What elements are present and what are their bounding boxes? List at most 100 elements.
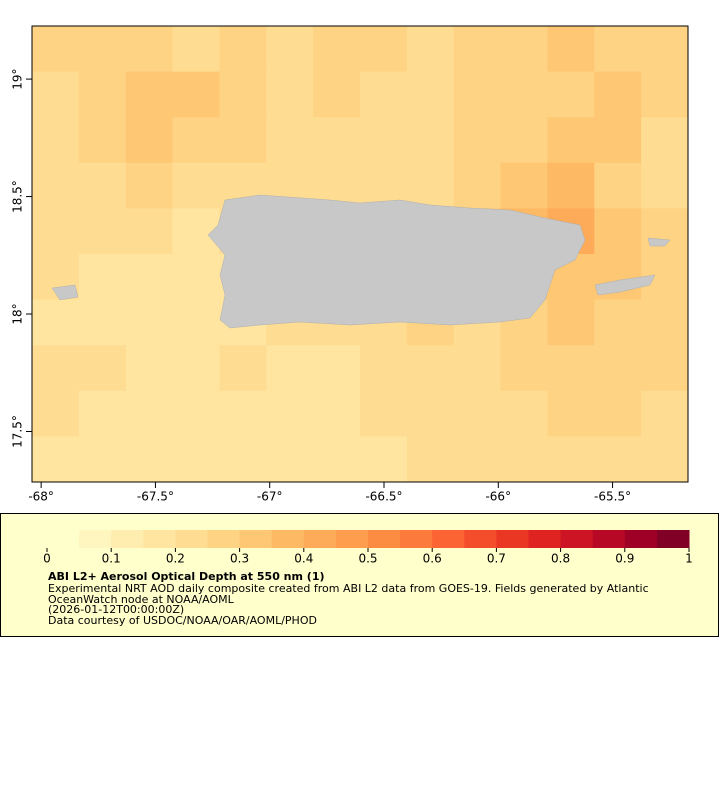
aod-cell bbox=[453, 26, 502, 73]
colorbar-swatch bbox=[239, 530, 273, 548]
aod-cell bbox=[125, 436, 174, 483]
colorbar-tick-label: 0.8 bbox=[551, 552, 570, 566]
aod-cell bbox=[641, 390, 689, 437]
colorbar-swatch bbox=[464, 530, 497, 548]
x-tick-label: -66° bbox=[485, 490, 511, 504]
aod-cell bbox=[547, 390, 595, 437]
aod-cell bbox=[78, 71, 127, 118]
aod-cell bbox=[594, 208, 642, 255]
aod-cell bbox=[219, 117, 267, 164]
aod-cell bbox=[360, 345, 408, 392]
aod-cell bbox=[78, 208, 127, 255]
aod-cell bbox=[32, 26, 80, 73]
colorbar-swatch bbox=[560, 530, 594, 548]
aod-cell bbox=[172, 117, 220, 164]
aod-cell bbox=[125, 71, 174, 118]
aod-cell bbox=[500, 162, 548, 209]
colorbar-swatch bbox=[335, 530, 369, 548]
colorbar-swatch bbox=[271, 530, 305, 548]
aod-cell bbox=[547, 26, 595, 73]
land bbox=[51, 194, 671, 329]
aod-cell bbox=[125, 162, 174, 209]
aod-cell bbox=[313, 390, 361, 437]
aod-cell bbox=[547, 436, 595, 483]
plot-frame bbox=[31, 25, 689, 483]
aod-cell bbox=[547, 117, 595, 164]
aod-cell bbox=[641, 162, 689, 209]
colorbar-swatch bbox=[303, 530, 337, 548]
aod-cell bbox=[594, 345, 642, 392]
colorbar-swatch bbox=[175, 530, 208, 548]
colorbar-tick-label: 0.2 bbox=[166, 552, 185, 566]
aod-cell bbox=[453, 71, 502, 118]
aod-cell bbox=[406, 26, 455, 73]
aod-cell bbox=[360, 390, 408, 437]
colorbar-swatch bbox=[624, 530, 658, 548]
aod-cell bbox=[500, 71, 548, 118]
colorbar-tick-label: 0.1 bbox=[102, 552, 121, 566]
aod-cell bbox=[78, 26, 127, 73]
colorbar-tick-label: 0.3 bbox=[230, 552, 249, 566]
aod-cell bbox=[313, 117, 361, 164]
aod-cell bbox=[125, 299, 174, 346]
aod-cell bbox=[453, 117, 502, 164]
x-tick-label: -67.5° bbox=[137, 490, 174, 504]
legend-line: OceanWatch node at NOAA/AOML bbox=[48, 593, 235, 606]
aod-cell bbox=[266, 345, 314, 392]
x-tick-label: -66.5° bbox=[365, 490, 402, 504]
aod-cell bbox=[313, 26, 361, 73]
y-tick-label: 19° bbox=[11, 68, 25, 89]
colorbar-tick-label: 0.9 bbox=[615, 552, 634, 566]
aod-cell bbox=[32, 162, 80, 209]
aod-cell bbox=[125, 254, 174, 301]
colorbar-swatch bbox=[111, 530, 144, 548]
aod-cell bbox=[125, 26, 174, 73]
aod-cell bbox=[641, 345, 689, 392]
x-tick-label: -67° bbox=[257, 490, 283, 504]
legend-title: ABI L2+ Aerosol Optical Depth at 550 nm … bbox=[48, 570, 325, 583]
legend-line: (2026-01-12T00:00:00Z) bbox=[48, 603, 184, 616]
aod-cell bbox=[641, 26, 689, 73]
aod-cell bbox=[125, 390, 174, 437]
aod-cell bbox=[500, 117, 548, 164]
aod-cell bbox=[406, 117, 455, 164]
aod-cell bbox=[266, 26, 314, 73]
aod-cell bbox=[594, 390, 642, 437]
puerto-rico bbox=[207, 194, 586, 329]
colorbar-tick-label: 0.4 bbox=[294, 552, 313, 566]
aod-cell bbox=[78, 436, 127, 483]
colorbar-tick-label: 0 bbox=[43, 552, 51, 566]
y-tick-label: 18° bbox=[11, 303, 25, 324]
colorbar-tick-label: 1 bbox=[685, 552, 693, 566]
colorbar-swatch bbox=[656, 530, 690, 548]
vieques bbox=[594, 274, 656, 296]
aod-cell bbox=[406, 436, 455, 483]
colorbar-tick-label: 0.6 bbox=[423, 552, 442, 566]
aod-cell bbox=[594, 162, 642, 209]
aod-cell bbox=[219, 390, 267, 437]
aod-cell bbox=[594, 436, 642, 483]
aod-cell bbox=[641, 299, 689, 346]
aod-cell bbox=[313, 71, 361, 118]
colorbar-swatch bbox=[47, 530, 80, 548]
aod-cell bbox=[32, 436, 80, 483]
aod-cell bbox=[547, 162, 595, 209]
aod-cell bbox=[641, 71, 689, 118]
aod-cell bbox=[32, 208, 80, 255]
aod-cell bbox=[219, 71, 267, 118]
aod-cell bbox=[32, 299, 80, 346]
aod-cell bbox=[594, 117, 642, 164]
aod-cell bbox=[406, 71, 455, 118]
aod-cell bbox=[266, 71, 314, 118]
aod-cell bbox=[594, 299, 642, 346]
colorbar-tick-label: 0.7 bbox=[487, 552, 506, 566]
colorbar-tick-label: 0.5 bbox=[358, 552, 377, 566]
aod-cell bbox=[547, 71, 595, 118]
aod-cell bbox=[172, 162, 220, 209]
aod-cell bbox=[641, 117, 689, 164]
aod-cell bbox=[78, 390, 127, 437]
aod-cell bbox=[172, 436, 220, 483]
aod-grid bbox=[32, 26, 689, 483]
aod-cell bbox=[172, 345, 220, 392]
aod-cell bbox=[453, 162, 502, 209]
